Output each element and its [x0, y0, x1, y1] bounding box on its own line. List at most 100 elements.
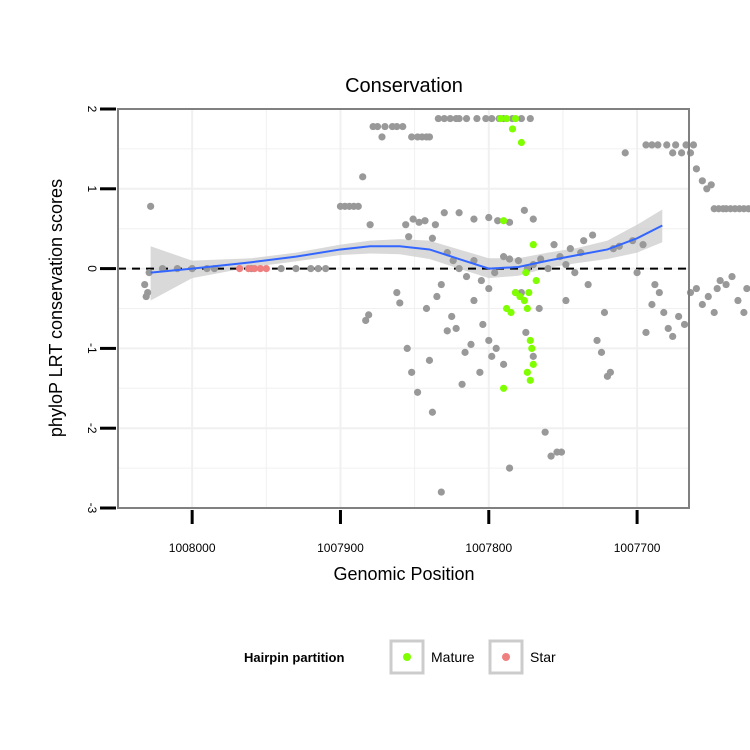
point-other — [562, 296, 570, 305]
point-other — [505, 464, 514, 472]
point-other — [550, 241, 558, 249]
point-other — [314, 265, 322, 273]
point-other — [655, 288, 663, 297]
point-other — [734, 296, 742, 305]
point-other — [446, 114, 454, 123]
point-other — [584, 280, 592, 289]
point-other — [455, 114, 463, 123]
point-other — [713, 284, 721, 293]
point-other — [405, 233, 413, 241]
point-other — [677, 149, 686, 157]
point-other — [566, 245, 574, 253]
chart-title: Conservation — [345, 75, 463, 97]
x-axis-title: Genomic Position — [333, 564, 474, 584]
point-other — [669, 149, 677, 157]
point-other — [476, 368, 484, 376]
point-star — [244, 265, 253, 273]
point-mature — [520, 296, 528, 305]
point-other — [485, 284, 493, 293]
point-other — [505, 218, 514, 226]
point-other — [402, 221, 410, 229]
legend-marker-mature — [403, 653, 411, 661]
point-other — [492, 344, 500, 352]
point-mature — [523, 304, 531, 313]
point-mature — [500, 384, 508, 392]
y-axis: -3 -2 -1 0 1 2 — [85, 106, 116, 514]
point-other — [142, 292, 150, 301]
point-other — [491, 268, 499, 277]
point-other — [544, 265, 552, 273]
confidence-band — [150, 209, 663, 301]
point-other — [393, 122, 401, 131]
point-mature — [526, 336, 534, 345]
point-mature — [525, 288, 533, 297]
y-tick-label: 1 — [85, 185, 99, 192]
point-other — [505, 255, 514, 263]
point-mature — [532, 276, 540, 285]
point-star — [250, 265, 259, 273]
y-tick-label: 2 — [85, 106, 99, 113]
point-other — [473, 114, 481, 123]
point-other — [562, 261, 570, 269]
point-other — [675, 312, 683, 321]
point-other — [415, 218, 423, 226]
point-other — [359, 173, 367, 181]
point-other — [698, 177, 706, 185]
x-tick-label: 1007700 — [614, 541, 661, 555]
point-other — [458, 380, 466, 388]
point-other — [362, 316, 370, 325]
point-other — [365, 311, 373, 319]
point-other — [354, 202, 362, 210]
y-tick-label: -3 — [85, 503, 99, 514]
point-other — [433, 292, 441, 301]
point-other — [440, 114, 448, 123]
point-other — [743, 284, 750, 293]
point-other — [479, 320, 487, 329]
smooth-line-group — [150, 224, 663, 274]
point-other — [535, 304, 543, 313]
point-other — [557, 448, 566, 456]
point-mature — [508, 125, 517, 133]
confidence-ribbon — [150, 209, 663, 301]
point-other — [378, 133, 386, 141]
point-star — [236, 265, 244, 273]
point-other — [425, 133, 434, 141]
point-other — [431, 221, 439, 229]
point-other — [529, 352, 537, 360]
point-other — [522, 328, 530, 337]
point-other — [470, 296, 478, 305]
point-other — [461, 348, 469, 356]
point-other — [322, 265, 330, 273]
point-other — [664, 324, 672, 333]
point-other — [440, 209, 448, 217]
point-other — [373, 122, 382, 131]
point-other — [452, 324, 460, 333]
point-other — [672, 141, 680, 149]
point-mature — [511, 114, 520, 123]
point-other — [597, 348, 606, 356]
point-other — [434, 114, 442, 123]
point-other — [642, 328, 650, 337]
point-other — [477, 276, 485, 285]
y-tick-label: -1 — [85, 343, 99, 354]
point-other — [437, 280, 445, 289]
point-other — [669, 332, 677, 341]
point-other — [393, 288, 401, 297]
point-other — [437, 488, 445, 496]
point-mature — [500, 217, 508, 225]
legend-title: Hairpin partition — [244, 650, 344, 665]
point-other — [728, 272, 736, 281]
point-mature — [526, 376, 534, 384]
point-other — [580, 237, 588, 245]
point-other — [500, 360, 508, 368]
point-other — [462, 114, 471, 123]
point-mature — [522, 268, 530, 277]
point-other — [600, 308, 609, 317]
point-other — [639, 241, 647, 249]
point-other — [740, 308, 748, 317]
point-other — [692, 284, 701, 293]
point-other — [571, 268, 579, 277]
point-other — [422, 304, 431, 313]
point-other — [526, 114, 534, 123]
